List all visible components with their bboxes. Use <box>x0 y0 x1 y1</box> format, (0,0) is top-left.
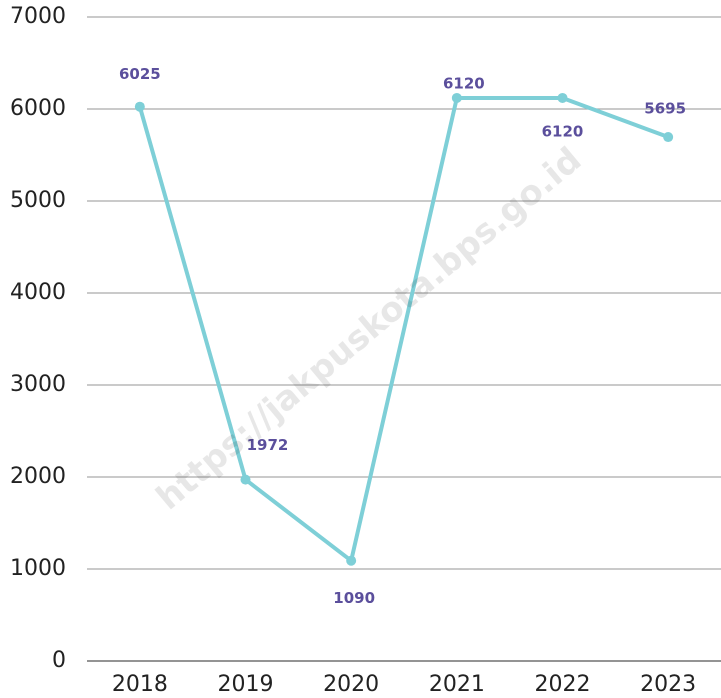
y-tick-label: 7000 <box>10 4 66 29</box>
data-label: 5695 <box>644 100 686 118</box>
x-tick-label: 2021 <box>429 672 485 697</box>
data-label: 1090 <box>333 589 375 607</box>
y-tick-label: 1000 <box>10 556 66 581</box>
point <box>557 92 568 103</box>
point <box>663 132 674 143</box>
y-tick-label: 3000 <box>10 372 66 397</box>
point <box>134 101 145 112</box>
x-tick-label: 2020 <box>323 672 379 697</box>
x-tick-label: 2022 <box>535 672 591 697</box>
x-tick-label: 2023 <box>640 672 696 697</box>
series-line <box>137 95 669 563</box>
y-tick-label: 4000 <box>10 280 66 305</box>
y-tick-label: 2000 <box>10 464 66 489</box>
point <box>346 555 357 566</box>
data-label: 1972 <box>247 436 289 454</box>
point <box>240 474 251 485</box>
data-label: 6120 <box>443 74 485 92</box>
data-label: 6025 <box>119 65 161 83</box>
watermark: https://jakpuskota.bps.go.id <box>149 140 589 519</box>
point <box>451 92 462 103</box>
data-label: 6120 <box>542 122 584 140</box>
plot: 0 1000 2000 3000 4000 5000 6000 7000 2018 2019 202… <box>10 4 721 697</box>
y-tick-label: 5000 <box>10 188 66 213</box>
y-tick-label: 6000 <box>10 96 66 121</box>
y-tick-label: 0 <box>52 648 66 673</box>
x-tick-label: 2018 <box>112 672 168 697</box>
x-tick-label: 2019 <box>218 672 274 697</box>
